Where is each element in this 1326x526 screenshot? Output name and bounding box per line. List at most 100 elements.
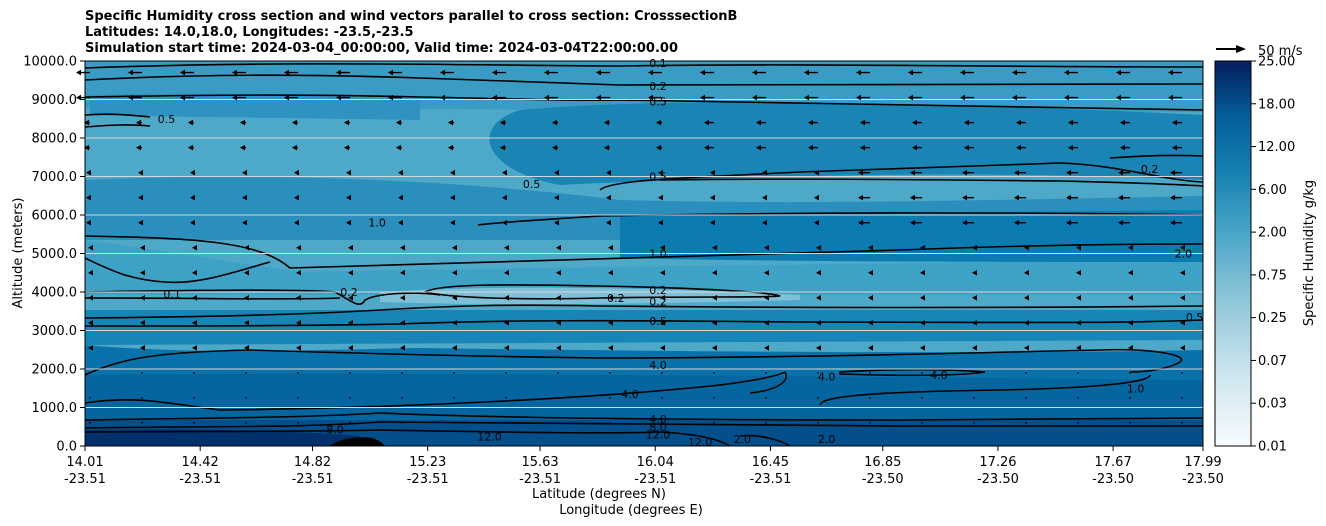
- wind-vector-head: [912, 119, 917, 126]
- wind-vector-head: [504, 345, 509, 351]
- wind-vector-head: [556, 345, 561, 351]
- wind-vector-head: [1016, 119, 1021, 126]
- contour-label: 0.5: [649, 95, 667, 108]
- wind-vector-head: [606, 219, 611, 226]
- wind-vector-dot: [713, 396, 715, 399]
- chart-title-line-1: Specific Humidity cross section and wind…: [85, 9, 738, 24]
- x-tick-label-lat: 15.63: [521, 455, 558, 470]
- wind-vector-head: [140, 244, 145, 251]
- colorbar-tick-label: 0.75: [1258, 268, 1287, 283]
- wind-vector-head: [606, 194, 611, 201]
- wind-vector-head: [1118, 194, 1123, 201]
- wind-vector-head: [762, 219, 767, 226]
- wind-vector-dot: [869, 422, 871, 424]
- wind-vector-head: [556, 244, 561, 251]
- contour-label: 0.2: [1141, 163, 1159, 176]
- contour-label: 0.5: [649, 315, 667, 328]
- quiver-key: 50 m/s: [1216, 44, 1303, 59]
- wind-vector-head: [244, 269, 249, 276]
- wind-vector-dot: [401, 422, 403, 424]
- wind-vector-dot: [453, 422, 455, 424]
- wind-vector-head: [1180, 345, 1185, 351]
- contour-label: 4.0: [621, 388, 639, 401]
- contour-label: 0.2: [340, 286, 358, 299]
- contour-label: 4.0: [649, 359, 667, 372]
- x-tick-label-lat: 16.85: [864, 455, 901, 470]
- contour-label: 12.0: [477, 430, 502, 443]
- wind-vector-head: [868, 244, 873, 251]
- wind-vector-head: [492, 94, 497, 101]
- wind-vector-head: [648, 69, 653, 76]
- wind-vector-head: [764, 294, 769, 301]
- x-tick-label-lon: -23.51: [64, 472, 106, 487]
- wind-vector-head: [86, 169, 91, 176]
- wind-vector-dot: [1077, 396, 1079, 399]
- wind-vector-head: [1128, 269, 1133, 276]
- wind-vector-dot: [869, 371, 871, 374]
- wind-vector-head: [346, 169, 351, 176]
- wind-vector-head: [284, 94, 289, 101]
- wind-vector-head: [752, 69, 757, 76]
- wind-vector-head: [504, 244, 509, 251]
- wind-vector-head: [712, 320, 717, 326]
- wind-vector-head: [388, 94, 393, 101]
- wind-vector-head: [452, 294, 457, 301]
- wind-vector-head: [858, 219, 863, 226]
- wind-vector-head: [400, 294, 405, 301]
- wind-vector-dot: [973, 396, 975, 399]
- wind-vector-head: [656, 144, 661, 151]
- x-tick-label-lat: 15.23: [409, 455, 446, 470]
- wind-vector-head: [972, 244, 977, 251]
- wind-vector-dot: [661, 422, 663, 424]
- wind-vector-head: [972, 269, 977, 276]
- wind-vector-dot: [453, 396, 455, 399]
- wind-vector-head: [1118, 219, 1123, 226]
- wind-vector-dot: [1129, 396, 1131, 399]
- wind-vector-head: [440, 94, 445, 101]
- wind-vector-dot: [1025, 396, 1027, 399]
- wind-vector-head: [1024, 244, 1029, 251]
- wind-vector-dot: [557, 371, 559, 374]
- wind-vector-head: [920, 244, 925, 251]
- contour-label: 0.1: [649, 57, 667, 70]
- wind-vector-dot: [713, 422, 715, 424]
- wind-vector-head: [84, 119, 89, 126]
- wind-vector-dot: [401, 371, 403, 374]
- wind-vector-head: [500, 119, 505, 126]
- x-axis-label-latitude: Latitude (degrees N): [532, 487, 666, 502]
- wind-vector-head: [192, 345, 197, 351]
- colorbar-tick-label: 2.00: [1258, 226, 1287, 241]
- wind-vector-head: [658, 219, 663, 226]
- colorbar-tick-label: 0.07: [1258, 354, 1287, 369]
- wind-vector-head: [712, 294, 717, 301]
- wind-vector-head: [1064, 69, 1069, 76]
- wind-vector-head: [76, 94, 81, 101]
- wind-vector-head: [1068, 144, 1073, 151]
- wind-vector-head: [1076, 345, 1081, 351]
- wind-vector-head: [816, 244, 821, 251]
- wind-vector-head: [294, 169, 299, 176]
- wind-vector-head: [552, 119, 557, 126]
- wind-vector-dot: [141, 371, 143, 374]
- wind-vector-head: [868, 345, 873, 351]
- wind-vector-head: [808, 144, 813, 151]
- wind-vector-head: [608, 244, 613, 251]
- wind-vector-head: [596, 94, 601, 101]
- wind-vector-head: [1014, 194, 1019, 201]
- wind-vector-head: [556, 320, 561, 326]
- wind-vector-head: [868, 320, 873, 326]
- wind-vector-dot: [1181, 422, 1183, 424]
- wind-vector-head: [712, 269, 717, 276]
- wind-vector-head: [348, 294, 353, 301]
- wind-vector-head: [860, 144, 865, 151]
- wind-vector-head: [348, 345, 353, 351]
- wind-vector-head: [814, 194, 819, 201]
- wind-vector-dot: [921, 396, 923, 399]
- wind-vector-head: [398, 194, 403, 201]
- wind-vector-head: [192, 294, 197, 301]
- x-tick-label-lon: -23.51: [749, 472, 791, 487]
- wind-vector-head: [1076, 320, 1081, 326]
- wind-vector-head: [346, 194, 351, 201]
- wind-vector-head: [452, 244, 457, 251]
- wind-vector-head: [1014, 169, 1019, 176]
